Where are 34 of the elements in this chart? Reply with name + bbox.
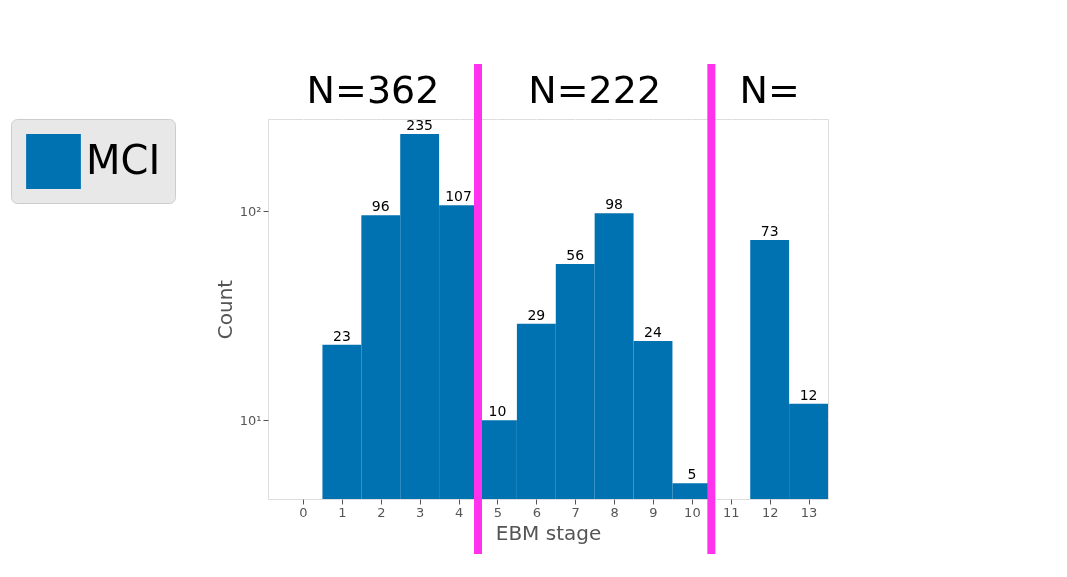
text: 10 [488, 403, 507, 420]
y-tick-label: 10¹ [239, 412, 262, 428]
text: 5 [687, 466, 697, 483]
text: 29 [527, 306, 546, 323]
x-tick-label: 13 [800, 504, 818, 520]
text: 24 [644, 323, 662, 340]
text: 107 [445, 188, 472, 205]
text: N= [739, 68, 800, 112]
legend-label: MCI [86, 136, 161, 183]
x-tick-label: 8 [610, 504, 619, 520]
x-tick-label: 6 [532, 504, 541, 520]
text: 56 [566, 247, 585, 264]
text: N=222 [528, 68, 662, 112]
x-tick-label: 4 [454, 504, 464, 520]
x-tick-label: 2 [377, 504, 386, 520]
x-tick-label: 10 [684, 504, 701, 520]
text: 235 [406, 116, 434, 133]
x-tick-label: 7 [571, 504, 580, 520]
x-axis-title: EBM stage [495, 520, 602, 545]
x-tick-label: 11 [723, 504, 740, 520]
text: 96 [371, 198, 390, 215]
y-axis-title: Count [212, 279, 237, 340]
x-tick-label: 1 [338, 504, 347, 520]
x-tick-label: 9 [649, 504, 658, 520]
text: 98 [605, 196, 624, 213]
x-tick-label: 5 [493, 504, 503, 520]
y-tick-label: 10² [239, 203, 262, 219]
x-tick-label: 12 [761, 504, 779, 520]
x-tick-label: 0 [299, 504, 308, 520]
text: N=362 [306, 68, 440, 112]
x-tick-label: 3 [416, 504, 425, 520]
text: 73 [760, 222, 779, 239]
text: 12 [799, 386, 818, 403]
text: 23 [332, 327, 351, 344]
